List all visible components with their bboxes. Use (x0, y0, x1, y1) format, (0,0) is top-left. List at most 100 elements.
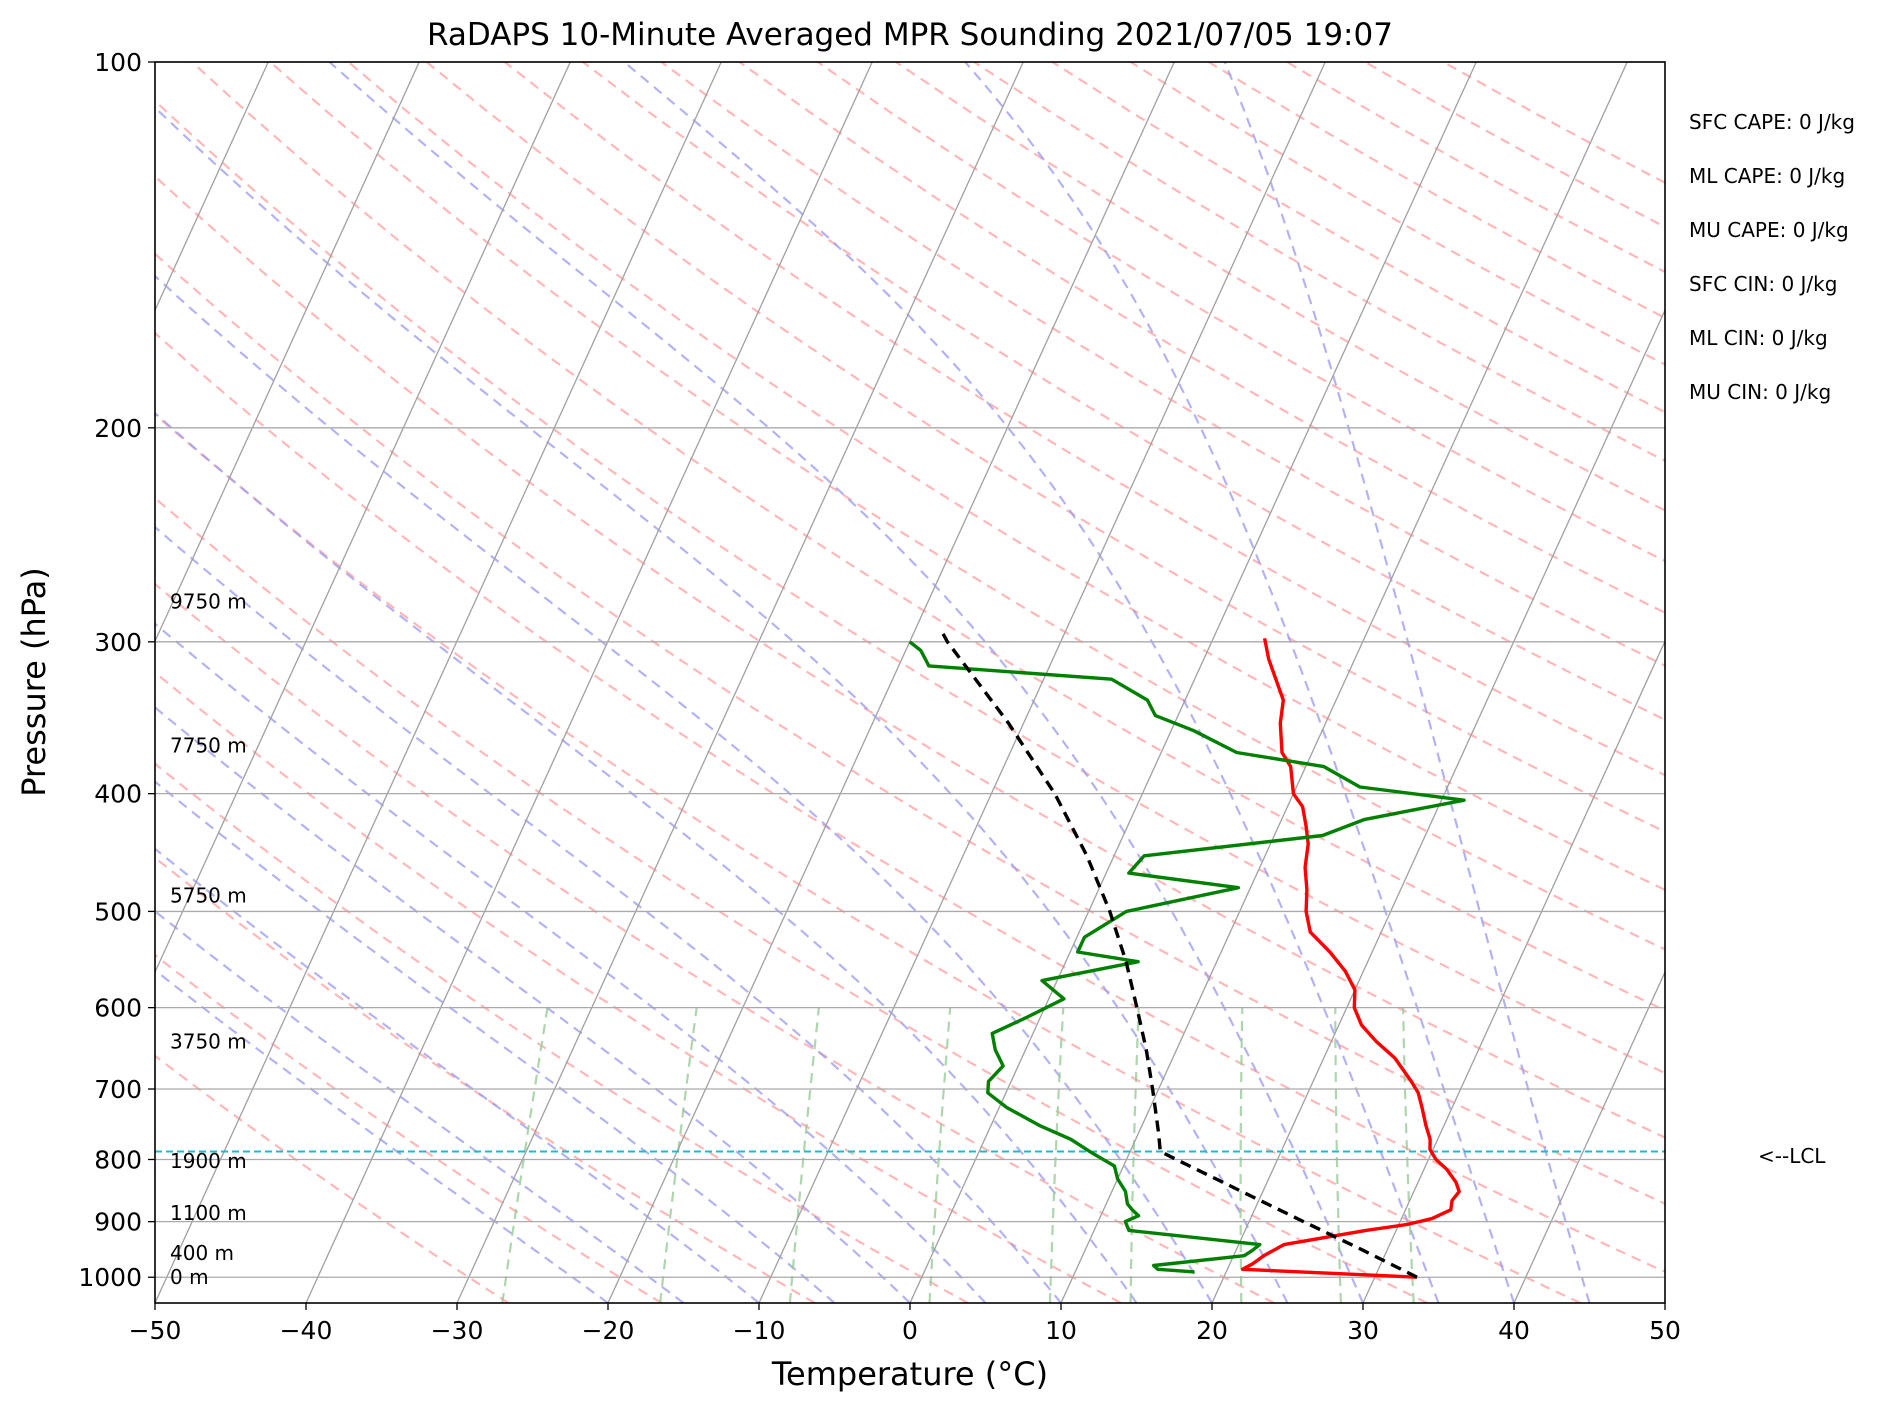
mixing-ratio-line (1239, 1007, 1244, 1303)
stability-indices: SFC CAPE: 0 J/kg ML CAPE: 0 J/kg MU CAPE: … (1689, 110, 1855, 404)
mixing-ratio-line (1048, 1007, 1065, 1303)
dry-adiabat (973, 62, 1665, 463)
plot-frame (154, 61, 1666, 1304)
chart-title: RaDAPS 10-Minute Averaged MPR Sounding 2… (427, 17, 1393, 53)
moist-adiabat (623, 62, 1440, 1303)
x-tick-label: 40 (1498, 1316, 1530, 1345)
isotherm-line (758, 62, 1326, 1303)
y-tick-label: 800 (94, 1145, 142, 1174)
isotherm-line (1513, 970, 1665, 1303)
y-tick-label: 900 (94, 1208, 142, 1237)
moist-adiabat (155, 274, 1213, 1303)
y-tick-label: 100 (94, 48, 142, 77)
stability-index: ML CAPE: 0 J/kg (1689, 164, 1845, 188)
dry-adiabat (155, 856, 816, 1303)
height-label: 400 m (170, 1241, 234, 1265)
dry-adiabat (269, 62, 1665, 951)
isotherm-line (155, 62, 722, 1303)
isotherm-line (1060, 62, 1628, 1303)
moist-adiabat (1223, 62, 1591, 1303)
moist-adiabat (155, 525, 1062, 1303)
mixing-ratio-line (1402, 1007, 1415, 1303)
moist-adiabat (155, 968, 609, 1303)
isotherm-line (155, 62, 571, 974)
dry-adiabat (155, 331, 1665, 1274)
profile-lines (908, 630, 1466, 1279)
mixing-ratio-line (1129, 1007, 1140, 1303)
height-label: 1100 m (170, 1201, 247, 1225)
lcl-label: <--LCL (1758, 1144, 1826, 1168)
y-tick-label: 700 (94, 1075, 142, 1104)
height-label: 0 m (170, 1265, 209, 1289)
x-tick-label: 30 (1347, 1316, 1379, 1345)
height-label: 5750 m (170, 883, 247, 907)
dry-adiabat (582, 62, 1665, 722)
stability-index: SFC CAPE: 0 J/kg (1689, 110, 1855, 134)
y-tick-label: 1000 (78, 1263, 142, 1292)
y-tick-label: 400 (94, 780, 142, 809)
x-tick-label: −10 (733, 1316, 786, 1345)
dry-adiabat (155, 174, 1665, 1139)
stability-index: MU CIN: 0 J/kg (1689, 380, 1831, 404)
isotherm-line (155, 62, 269, 312)
x-tick-label: 10 (1045, 1316, 1077, 1345)
dry-adiabat (1442, 62, 1665, 185)
height-label: 1900 m (170, 1149, 247, 1173)
moist-adiabat (964, 62, 1516, 1303)
stability-index: SFC CIN: 0 J/kg (1689, 272, 1837, 296)
moist-adiabat (155, 706, 911, 1303)
dry-adiabat (155, 1054, 510, 1303)
isotherm-line (607, 62, 1175, 1303)
mixing-ratio-line (928, 1007, 952, 1303)
parcel-profile-line (940, 630, 1418, 1279)
dry-adiabat (895, 62, 1665, 512)
stability-index: ML CIN: 0 J/kg (1689, 326, 1828, 350)
dry-adiabat (1286, 62, 1665, 274)
dry-adiabat (1129, 62, 1665, 366)
moist-adiabat (155, 847, 760, 1303)
moist-adiabat (328, 62, 1365, 1303)
temperature-profile-line (1240, 637, 1461, 1279)
x-axis-label: Temperature (°C) (771, 1355, 1048, 1393)
isotherm-line (155, 62, 420, 643)
background-lines (155, 62, 1665, 1303)
moist-adiabat (155, 780, 836, 1303)
mixing-ratio-line (659, 1007, 698, 1303)
height-label: 9750 m (170, 590, 247, 614)
dry-adiabat (155, 252, 1665, 1205)
x-tick-label: −20 (582, 1316, 635, 1345)
isotherm-line (305, 62, 873, 1303)
isotherm-line (1664, 1301, 1665, 1303)
dry-adiabat (425, 62, 1665, 833)
stability-index: MU CAPE: 0 J/kg (1689, 218, 1849, 242)
height-label: 3750 m (170, 1030, 247, 1054)
dry-adiabat (155, 582, 1275, 1303)
isotherm-line (1211, 308, 1665, 1303)
y-tick-label: 300 (94, 628, 142, 657)
isotherm-line (456, 62, 1024, 1303)
dry-adiabat (1051, 62, 1665, 414)
mixing-ratio-line (788, 1007, 820, 1303)
isotherm-line (1362, 639, 1665, 1303)
mixing-ratio-line (501, 1007, 549, 1303)
dry-adiabat (155, 496, 1428, 1303)
moist-adiabat (155, 622, 987, 1303)
moist-adiabat (155, 411, 1138, 1303)
y-axis-label: Pressure (hPa) (15, 567, 53, 797)
isotherm-line (909, 62, 1477, 1303)
x-tick-label: −50 (129, 1316, 182, 1345)
mixing-ratio-line (1334, 1007, 1342, 1303)
moist-adiabat (155, 106, 1289, 1303)
y-axis-ticks: 1000 900 800 700 600 500 400 300 200 100 (78, 48, 155, 1292)
dry-adiabat (155, 412, 1581, 1303)
dry-adiabat (155, 671, 1122, 1303)
y-tick-label: 600 (94, 994, 142, 1023)
x-tick-label: 0 (902, 1316, 918, 1345)
moist-adiabat (155, 909, 685, 1303)
dry-adiabat (155, 953, 663, 1303)
x-tick-label: 20 (1196, 1316, 1228, 1345)
x-tick-label: −30 (431, 1316, 484, 1345)
x-tick-label: −40 (280, 1316, 333, 1345)
